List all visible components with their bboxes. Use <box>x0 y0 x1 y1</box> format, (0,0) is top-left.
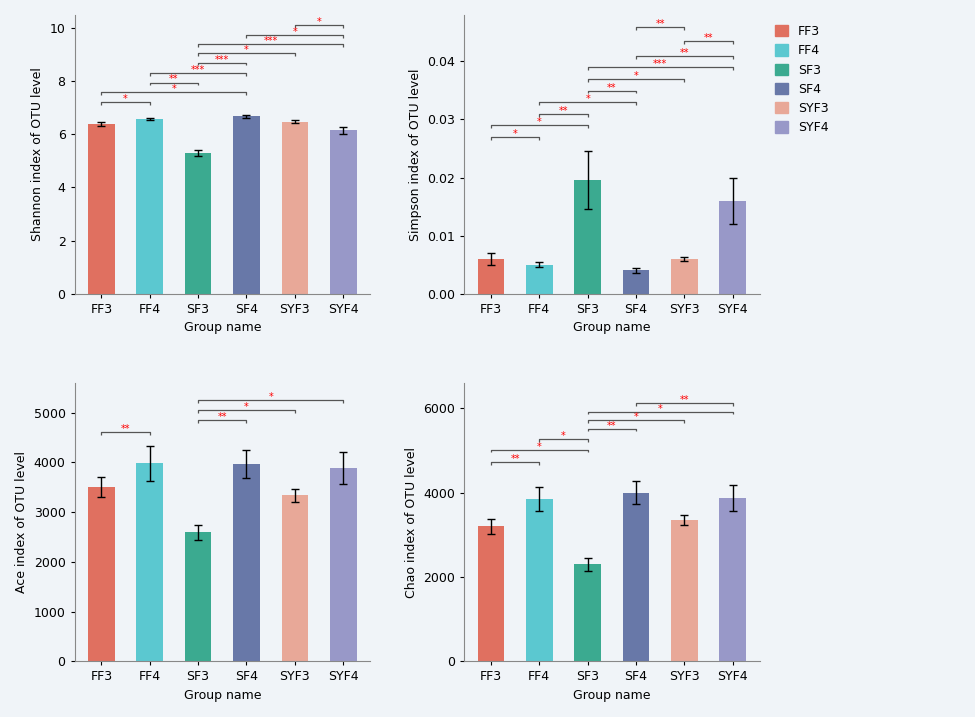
Text: *: * <box>123 95 128 105</box>
Text: *: * <box>172 84 176 94</box>
X-axis label: Group name: Group name <box>183 689 261 702</box>
Bar <box>720 201 746 293</box>
Text: *: * <box>244 402 249 412</box>
Bar <box>478 259 504 293</box>
Bar <box>88 124 115 293</box>
Y-axis label: Simpson index of OTU level: Simpson index of OTU level <box>409 68 421 241</box>
Text: **: ** <box>510 455 520 465</box>
Text: *: * <box>268 392 273 402</box>
Text: ***: *** <box>191 65 205 75</box>
X-axis label: Group name: Group name <box>573 689 650 702</box>
Text: **: ** <box>121 424 131 435</box>
Text: **: ** <box>607 82 616 92</box>
Bar <box>526 499 553 661</box>
Bar <box>623 270 649 293</box>
Text: *: * <box>658 404 663 414</box>
Bar <box>330 130 357 293</box>
Text: *: * <box>537 442 542 452</box>
Text: **: ** <box>680 395 689 405</box>
Bar <box>574 564 601 661</box>
Text: *: * <box>585 94 590 104</box>
Bar <box>330 468 357 661</box>
Bar <box>282 122 308 293</box>
Text: *: * <box>537 118 542 128</box>
Text: *: * <box>292 27 297 37</box>
Bar <box>478 526 504 661</box>
Bar <box>574 181 601 293</box>
Y-axis label: Chao index of OTU level: Chao index of OTU level <box>405 447 417 597</box>
Text: **: ** <box>655 19 665 29</box>
Text: **: ** <box>217 412 227 422</box>
Text: **: ** <box>680 48 689 57</box>
Text: *: * <box>561 431 566 441</box>
Bar <box>88 488 115 661</box>
Text: ***: *** <box>263 36 278 46</box>
Text: *: * <box>317 17 322 27</box>
Text: **: ** <box>607 420 616 430</box>
Bar <box>720 498 746 661</box>
Bar <box>233 464 259 661</box>
Text: ***: *** <box>653 60 667 70</box>
X-axis label: Group name: Group name <box>183 321 261 334</box>
Text: **: ** <box>704 33 714 43</box>
Y-axis label: Shannon index of OTU level: Shannon index of OTU level <box>31 67 44 241</box>
Text: ***: *** <box>215 54 229 65</box>
Y-axis label: Ace index of OTU level: Ace index of OTU level <box>15 451 28 593</box>
Bar <box>136 119 163 293</box>
Text: *: * <box>513 129 518 139</box>
Bar <box>623 493 649 661</box>
Text: **: ** <box>559 105 568 115</box>
Bar <box>185 532 212 661</box>
Legend: FF3, FF4, SF3, SF4, SYF3, SYF4: FF3, FF4, SF3, SF4, SYF3, SYF4 <box>771 22 833 138</box>
Text: *: * <box>634 71 639 81</box>
Text: **: ** <box>169 75 178 85</box>
Text: *: * <box>244 45 249 55</box>
Bar <box>282 495 308 661</box>
Text: *: * <box>634 412 639 422</box>
Bar <box>136 463 163 661</box>
Bar <box>671 259 698 293</box>
Bar <box>233 116 259 293</box>
Bar <box>671 520 698 661</box>
Bar <box>526 265 553 293</box>
Bar <box>185 153 212 293</box>
X-axis label: Group name: Group name <box>573 321 650 334</box>
